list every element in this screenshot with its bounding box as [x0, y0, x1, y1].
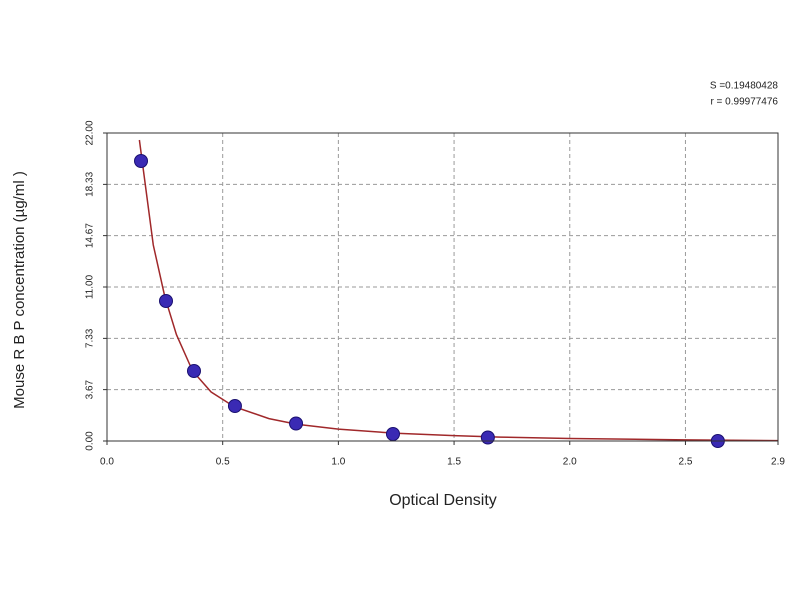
- plot-area: [107, 133, 778, 441]
- data-point: [134, 154, 149, 168]
- y-tick-label: 22.00: [85, 120, 96, 145]
- x-tick-label: 0.0: [100, 457, 114, 468]
- x-tick-label: 2.9: [771, 457, 785, 468]
- data-point: [159, 294, 174, 308]
- x-tick-label: 1.5: [447, 457, 461, 468]
- x-axis-label: Optical Density: [389, 492, 497, 509]
- annotation: S =0.19480428: [710, 81, 779, 92]
- x-tick-label: 0.5: [216, 457, 230, 468]
- x-tick-label: 1.0: [331, 457, 345, 468]
- data-point: [227, 399, 242, 413]
- y-axis-label: Mouse R B P concentration (µg/ml ): [11, 171, 28, 409]
- data-point: [289, 416, 304, 431]
- y-tick-label: 18.33: [85, 171, 96, 196]
- annotation: r = 0.99977476: [710, 97, 778, 108]
- plot-border: [106, 132, 779, 442]
- y-tick-label: 0.00: [85, 431, 96, 451]
- data-point: [480, 430, 495, 445]
- y-tick-label: 3.67: [85, 379, 96, 399]
- y-tick-label: 7.33: [85, 328, 96, 348]
- data-point: [385, 427, 400, 441]
- data-point: [186, 364, 201, 378]
- y-tick-label: 14.67: [85, 223, 96, 248]
- y-tick-label: 11.00: [85, 274, 96, 299]
- fit-curve: [138, 139, 778, 441]
- x-tick-label: 2.5: [678, 457, 692, 468]
- x-tick-label: 2.0: [563, 457, 577, 468]
